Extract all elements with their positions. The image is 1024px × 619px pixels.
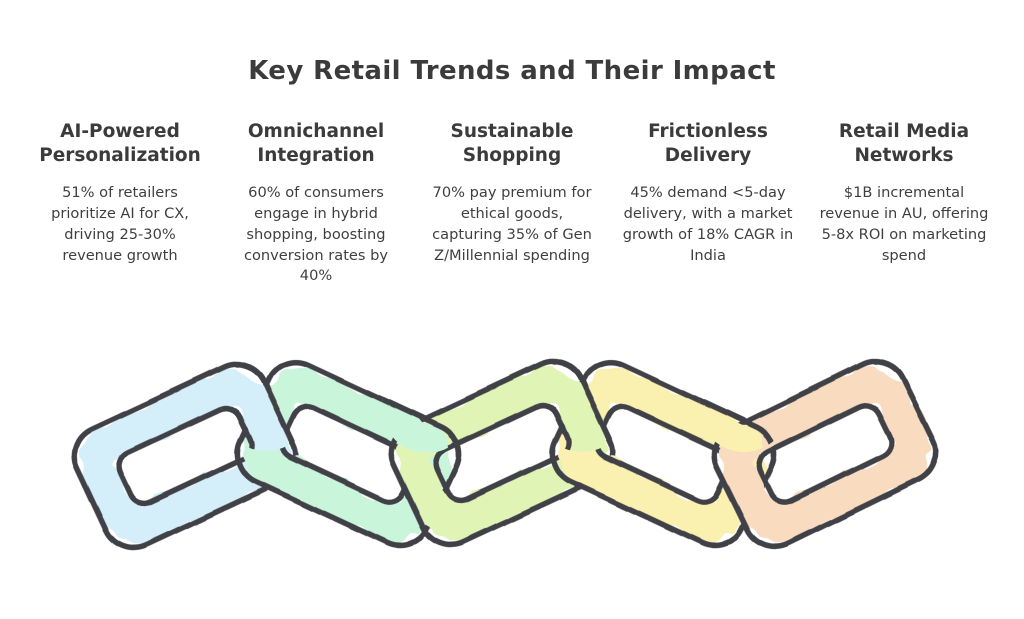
- trend-description: 60% of consumers engage in hybrid shoppi…: [243, 184, 389, 285]
- trend-heading: Retail Media Networks: [838, 121, 970, 166]
- trend-description: 51% of retailers prioritize AI for CX, d…: [51, 184, 189, 264]
- trend-column-retail-media: Retail Media Networks $1B incremental re…: [812, 120, 996, 287]
- trend-column-omnichannel: Omnichannel Integration 60% of consumers…: [224, 120, 408, 287]
- trend-column-sustainable: Sustainable Shopping 70% pay premium for…: [420, 120, 604, 287]
- chain-link-5-outer-outline: [711, 358, 939, 550]
- trend-description: 45% demand <5-day delivery, with a marke…: [622, 184, 794, 264]
- trend-description: $1B incremental revenue in AU, offering …: [819, 184, 989, 264]
- page-title: Key Retail Trends and Their Impact: [248, 56, 776, 86]
- chain-link-5-inner-outline: [756, 403, 894, 505]
- trend-column-frictionless: Frictionless Delivery 45% demand <5-day …: [616, 120, 800, 287]
- trends-row: AI-Powered Personalization 51% of retail…: [28, 120, 996, 287]
- trend-heading: Frictionless Delivery: [648, 121, 768, 166]
- trend-heading: AI-Powered Personalization: [39, 121, 201, 166]
- trend-heading: Omnichannel Integration: [247, 121, 385, 166]
- trend-heading: Sustainable Shopping: [450, 121, 574, 166]
- trend-column-ai-personalization: AI-Powered Personalization 51% of retail…: [28, 120, 212, 287]
- trend-description: 70% pay premium for ethical goods, captu…: [432, 184, 592, 264]
- chain-link-5: [711, 358, 939, 550]
- chain-illustration: [71, 358, 939, 551]
- chain-link-5-fill: [719, 366, 931, 542]
